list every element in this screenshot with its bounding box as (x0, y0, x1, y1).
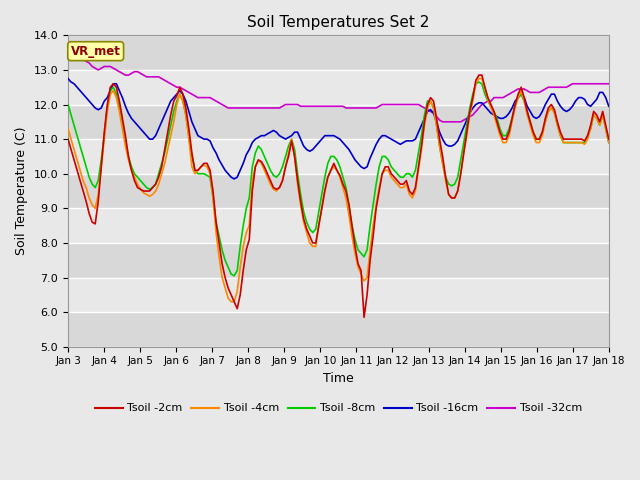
Tsoil -4cm (550, 110, 558, 116)
Line: Tsoil -2cm: Tsoil -2cm (68, 75, 609, 317)
Bar (68, 243, 609, 277)
Bar (68, 277, 609, 312)
Bar (68, 208, 609, 243)
Tsoil -32cm (73, 53, 81, 59)
Tsoil -4cm (176, 91, 184, 97)
Legend: Tsoil -2cm, Tsoil -4cm, Tsoil -8cm, Tsoil -16cm, Tsoil -32cm: Tsoil -2cm, Tsoil -4cm, Tsoil -8cm, Tsoi… (90, 399, 586, 418)
Tsoil -16cm (605, 103, 612, 109)
Bar (68, 174, 609, 208)
Tsoil -2cm (605, 136, 612, 142)
Tsoil -16cm (127, 116, 135, 121)
Tsoil -8cm (127, 164, 135, 170)
Line: Tsoil -16cm: Tsoil -16cm (68, 79, 609, 179)
Tsoil -4cm (605, 140, 612, 145)
Tsoil -8cm (273, 174, 280, 180)
Tsoil -2cm (73, 168, 81, 173)
Tsoil -8cm (550, 108, 558, 114)
Bar (68, 36, 609, 70)
Bar (68, 139, 609, 174)
Line: Tsoil -4cm: Tsoil -4cm (68, 79, 609, 302)
Tsoil -16cm (176, 88, 184, 94)
Tsoil -8cm (230, 273, 238, 279)
Tsoil -8cm (593, 116, 600, 121)
Tsoil -2cm (475, 72, 483, 78)
X-axis label: Time: Time (323, 372, 354, 385)
Tsoil -4cm (227, 299, 235, 305)
Tsoil -8cm (73, 133, 81, 139)
Tsoil -32cm (547, 84, 555, 90)
Tsoil -16cm (273, 129, 280, 135)
Line: Tsoil -8cm: Tsoil -8cm (68, 82, 609, 276)
Title: Soil Temperatures Set 2: Soil Temperatures Set 2 (247, 15, 429, 30)
Tsoil -4cm (64, 126, 72, 132)
Tsoil -32cm (176, 84, 184, 90)
Tsoil -32cm (269, 105, 277, 111)
Tsoil -4cm (73, 157, 81, 163)
Y-axis label: Soil Temperature (C): Soil Temperature (C) (15, 127, 28, 255)
Tsoil -16cm (547, 91, 555, 97)
Tsoil -32cm (439, 119, 447, 125)
Tsoil -32cm (64, 48, 72, 54)
Tsoil -8cm (605, 140, 612, 145)
Line: Tsoil -32cm: Tsoil -32cm (68, 51, 609, 122)
Tsoil -2cm (360, 314, 368, 320)
Tsoil -4cm (273, 188, 280, 194)
Tsoil -32cm (127, 71, 135, 76)
Bar (68, 105, 609, 139)
Tsoil -4cm (593, 116, 600, 121)
Tsoil -4cm (127, 168, 135, 173)
Tsoil -16cm (590, 100, 598, 106)
Tsoil -32cm (590, 81, 598, 87)
Tsoil -4cm (475, 76, 483, 82)
Tsoil -8cm (176, 91, 184, 97)
Tsoil -2cm (550, 107, 558, 113)
Tsoil -16cm (73, 84, 81, 90)
Bar (68, 312, 609, 347)
Text: VR_met: VR_met (71, 45, 120, 58)
Tsoil -2cm (127, 168, 135, 173)
Tsoil -2cm (269, 185, 277, 191)
Bar (68, 70, 609, 105)
Tsoil -8cm (64, 102, 72, 108)
Tsoil -16cm (230, 176, 238, 182)
Tsoil -2cm (176, 84, 184, 90)
Tsoil -16cm (64, 76, 72, 82)
Tsoil -2cm (593, 112, 600, 118)
Tsoil -2cm (64, 136, 72, 142)
Tsoil -32cm (605, 81, 612, 87)
Tsoil -8cm (475, 79, 483, 85)
